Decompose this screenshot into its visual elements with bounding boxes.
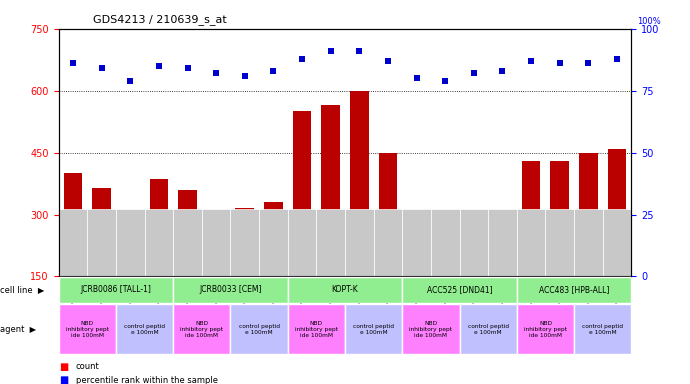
Text: ■: ■ xyxy=(59,375,68,384)
Bar xyxy=(178,190,197,276)
Bar xyxy=(59,209,87,277)
Bar xyxy=(493,210,512,276)
Bar xyxy=(402,277,517,303)
Point xyxy=(611,55,622,61)
Bar xyxy=(230,209,259,277)
Text: control peptid
e 100mM: control peptid e 100mM xyxy=(468,324,509,335)
Bar xyxy=(116,305,173,354)
Bar xyxy=(288,277,402,303)
Point xyxy=(411,75,422,81)
Bar xyxy=(288,305,345,354)
Bar xyxy=(574,305,631,354)
Bar xyxy=(150,179,168,276)
Bar xyxy=(579,152,598,276)
Text: cell line  ▶: cell line ▶ xyxy=(0,285,44,295)
Bar xyxy=(173,277,288,303)
Bar xyxy=(402,305,460,354)
Text: control peptid
e 100mM: control peptid e 100mM xyxy=(239,324,279,335)
Text: JCRB0033 [CEM]: JCRB0033 [CEM] xyxy=(199,285,262,295)
Text: ACC525 [DND41]: ACC525 [DND41] xyxy=(426,285,493,295)
Bar xyxy=(345,209,374,277)
Bar xyxy=(436,227,455,276)
Bar xyxy=(464,217,483,276)
Bar xyxy=(350,91,368,276)
Point xyxy=(125,78,136,84)
Text: JCRB0086 [TALL-1]: JCRB0086 [TALL-1] xyxy=(81,285,151,295)
Point xyxy=(354,48,365,54)
Text: 100%: 100% xyxy=(637,17,660,26)
Bar xyxy=(264,202,283,276)
Bar xyxy=(322,105,340,276)
Point xyxy=(325,48,336,54)
Bar xyxy=(92,188,111,276)
Bar xyxy=(522,161,540,276)
Text: ACC483 [HPB-ALL]: ACC483 [HPB-ALL] xyxy=(539,285,609,295)
Text: control peptid
e 100mM: control peptid e 100mM xyxy=(582,324,623,335)
Bar xyxy=(460,305,517,354)
Bar xyxy=(603,209,631,277)
Text: NBD
inhibitory pept
ide 100mM: NBD inhibitory pept ide 100mM xyxy=(295,321,338,338)
Bar xyxy=(374,209,402,277)
Bar xyxy=(145,209,173,277)
Bar xyxy=(345,305,402,354)
Bar xyxy=(230,305,288,354)
Text: GDS4213 / 210639_s_at: GDS4213 / 210639_s_at xyxy=(93,14,227,25)
Bar xyxy=(460,209,489,277)
Point xyxy=(440,78,451,84)
Point xyxy=(96,65,107,71)
Bar xyxy=(316,209,345,277)
Bar xyxy=(288,209,316,277)
Bar xyxy=(59,277,173,303)
Text: ■: ■ xyxy=(59,362,68,372)
Text: NBD
inhibitory pept
ide 100mM: NBD inhibitory pept ide 100mM xyxy=(524,321,567,338)
Bar xyxy=(431,209,460,277)
Text: KOPT-K: KOPT-K xyxy=(332,285,358,295)
Point xyxy=(297,55,308,61)
Bar xyxy=(402,209,431,277)
Bar xyxy=(407,229,426,276)
Bar xyxy=(59,305,116,354)
Point xyxy=(68,60,79,66)
Bar xyxy=(293,111,311,276)
Text: percentile rank within the sample: percentile rank within the sample xyxy=(76,376,218,384)
Point xyxy=(583,60,594,66)
Bar xyxy=(173,209,202,277)
Bar xyxy=(574,209,603,277)
Bar xyxy=(235,209,254,276)
Text: NBD
inhibitory pept
ide 100mM: NBD inhibitory pept ide 100mM xyxy=(180,321,224,338)
Bar xyxy=(379,152,397,276)
Bar xyxy=(121,256,139,276)
Bar xyxy=(63,173,82,276)
Bar xyxy=(517,209,546,277)
Point xyxy=(526,58,537,64)
Point xyxy=(210,70,221,76)
Point xyxy=(239,73,250,79)
Text: control peptid
e 100mM: control peptid e 100mM xyxy=(124,324,165,335)
Text: NBD
inhibitory pept
ide 100mM: NBD inhibitory pept ide 100mM xyxy=(409,321,453,338)
Bar xyxy=(259,209,288,277)
Bar xyxy=(551,161,569,276)
Point xyxy=(469,70,480,76)
Bar xyxy=(202,209,230,277)
Point xyxy=(554,60,565,66)
Bar xyxy=(87,209,116,277)
Text: count: count xyxy=(76,362,99,371)
Bar xyxy=(489,209,517,277)
Bar xyxy=(207,212,226,276)
Text: agent  ▶: agent ▶ xyxy=(0,325,36,334)
Point xyxy=(153,63,164,69)
Bar xyxy=(546,209,574,277)
Point xyxy=(182,65,193,71)
Bar xyxy=(608,149,627,276)
Point xyxy=(382,58,393,64)
Bar xyxy=(173,305,230,354)
Bar xyxy=(116,209,145,277)
Bar xyxy=(517,277,631,303)
Point xyxy=(497,68,508,74)
Bar xyxy=(517,305,574,354)
Text: control peptid
e 100mM: control peptid e 100mM xyxy=(353,324,394,335)
Point xyxy=(268,68,279,74)
Text: NBD
inhibitory pept
ide 100mM: NBD inhibitory pept ide 100mM xyxy=(66,321,109,338)
